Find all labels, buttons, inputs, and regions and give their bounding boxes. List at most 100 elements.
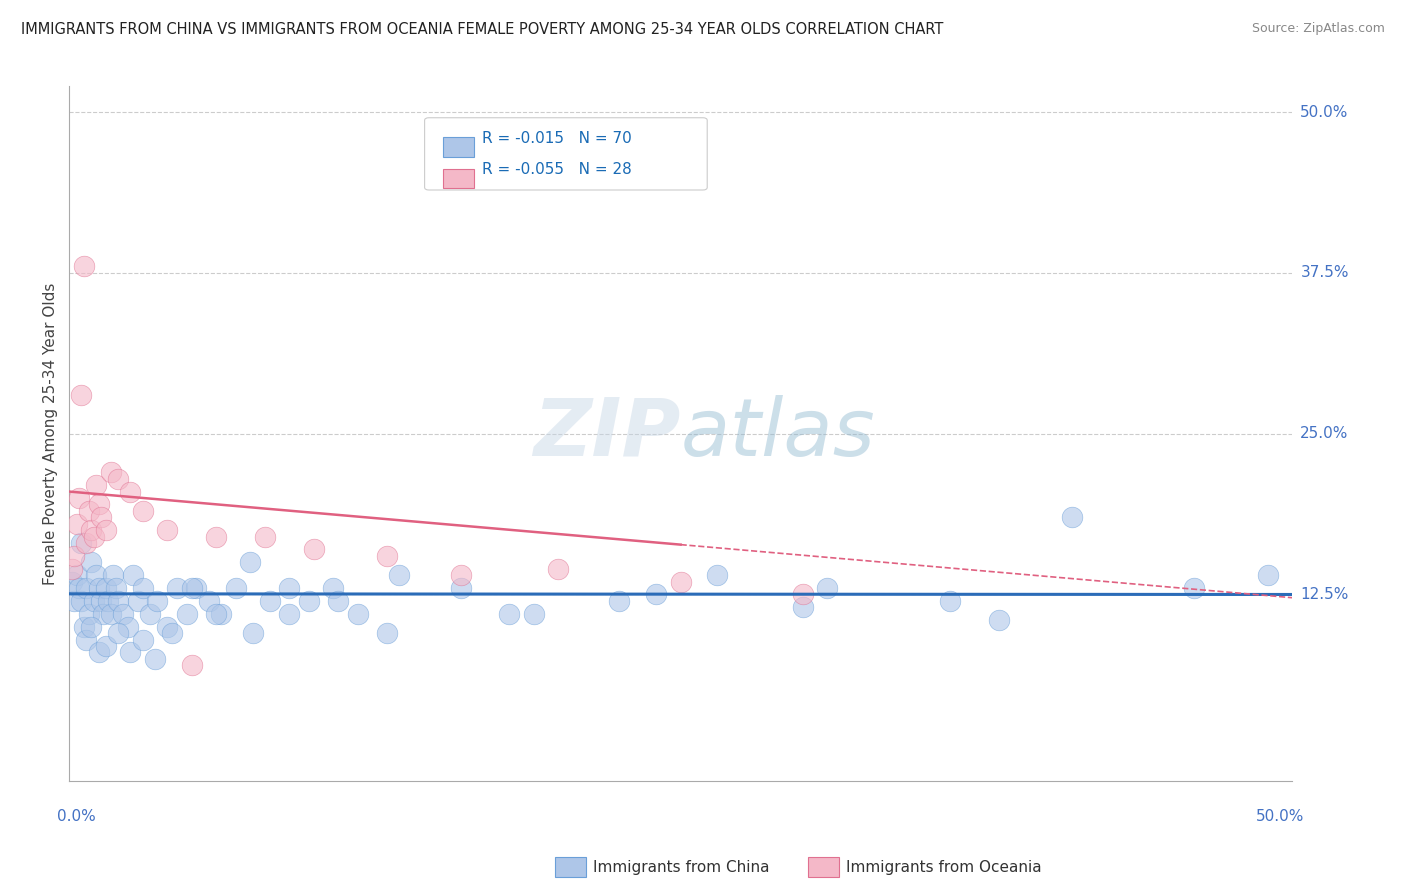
Point — [107, 472, 129, 486]
Point — [131, 581, 153, 595]
Point — [225, 581, 247, 595]
Point — [67, 491, 90, 505]
Point — [94, 581, 117, 595]
Point — [278, 581, 301, 595]
Point — [80, 620, 103, 634]
Point — [90, 510, 112, 524]
Point — [65, 516, 87, 531]
Text: Source: ZipAtlas.com: Source: ZipAtlas.com — [1251, 22, 1385, 36]
Point — [77, 607, 100, 621]
Point — [938, 594, 960, 608]
Point — [60, 562, 83, 576]
Point — [205, 530, 228, 544]
Point — [209, 607, 232, 621]
Point — [94, 523, 117, 537]
Point — [176, 607, 198, 621]
Point — [322, 581, 344, 595]
Text: IMMIGRANTS FROM CHINA VS IMMIGRANTS FROM OCEANIA FEMALE POVERTY AMONG 25-34 YEAR: IMMIGRANTS FROM CHINA VS IMMIGRANTS FROM… — [21, 22, 943, 37]
Point — [103, 568, 125, 582]
Point — [107, 626, 129, 640]
Point — [375, 549, 398, 563]
Point — [90, 594, 112, 608]
Point — [127, 594, 149, 608]
Point — [278, 607, 301, 621]
Point — [1060, 510, 1083, 524]
Point — [328, 594, 350, 608]
Point — [498, 607, 520, 621]
Point — [75, 632, 97, 647]
Point — [112, 607, 135, 621]
Point — [302, 542, 325, 557]
Point — [84, 478, 107, 492]
Point — [645, 587, 668, 601]
Point — [523, 607, 546, 621]
Point — [97, 594, 120, 608]
Point — [93, 607, 115, 621]
Point — [197, 594, 219, 608]
Point — [120, 645, 142, 659]
Point — [792, 600, 814, 615]
Point — [100, 607, 122, 621]
Point — [73, 620, 96, 634]
Point — [298, 594, 321, 608]
Text: 37.5%: 37.5% — [1301, 266, 1348, 280]
Text: Immigrants from Oceania: Immigrants from Oceania — [846, 860, 1042, 874]
Point — [609, 594, 631, 608]
Point — [67, 581, 90, 595]
Point — [186, 581, 208, 595]
Point — [815, 581, 838, 595]
Text: R = -0.015   N = 70: R = -0.015 N = 70 — [482, 131, 633, 145]
Point — [121, 568, 143, 582]
Point — [75, 581, 97, 595]
Point — [83, 594, 105, 608]
Text: 12.5%: 12.5% — [1301, 587, 1348, 602]
Point — [143, 652, 166, 666]
Text: ZIP: ZIP — [533, 394, 681, 473]
Point — [77, 504, 100, 518]
Text: atlas: atlas — [681, 394, 876, 473]
Point — [166, 581, 188, 595]
Text: 50.0%: 50.0% — [1301, 104, 1348, 120]
Point — [117, 620, 139, 634]
Point — [87, 645, 110, 659]
Point — [80, 555, 103, 569]
Point — [259, 594, 281, 608]
Point — [75, 536, 97, 550]
Point — [792, 587, 814, 601]
Point — [94, 639, 117, 653]
Point — [205, 607, 228, 621]
Text: R = -0.055   N = 28: R = -0.055 N = 28 — [482, 162, 633, 177]
Text: Immigrants from China: Immigrants from China — [593, 860, 770, 874]
Text: 50.0%: 50.0% — [1256, 809, 1305, 824]
Point — [63, 594, 86, 608]
Point — [70, 594, 93, 608]
Point — [669, 574, 692, 589]
Point — [450, 581, 472, 595]
Point — [131, 504, 153, 518]
Point — [253, 530, 276, 544]
Point — [160, 626, 183, 640]
Point — [104, 581, 127, 595]
Point — [120, 484, 142, 499]
Y-axis label: Female Poverty Among 25-34 Year Olds: Female Poverty Among 25-34 Year Olds — [44, 283, 58, 585]
Point — [156, 620, 179, 634]
Point — [84, 568, 107, 582]
Text: 25.0%: 25.0% — [1301, 426, 1348, 442]
Point — [80, 523, 103, 537]
Point — [83, 530, 105, 544]
Point — [375, 626, 398, 640]
Point — [156, 523, 179, 537]
Point — [346, 607, 368, 621]
Point — [388, 568, 411, 582]
Point — [107, 594, 129, 608]
Point — [242, 626, 264, 640]
Point — [450, 568, 472, 582]
Point — [180, 581, 202, 595]
Point — [131, 632, 153, 647]
Point — [87, 498, 110, 512]
Point — [60, 574, 83, 589]
Point — [63, 549, 86, 563]
Point — [73, 260, 96, 274]
Point — [1257, 568, 1279, 582]
Point — [87, 581, 110, 595]
